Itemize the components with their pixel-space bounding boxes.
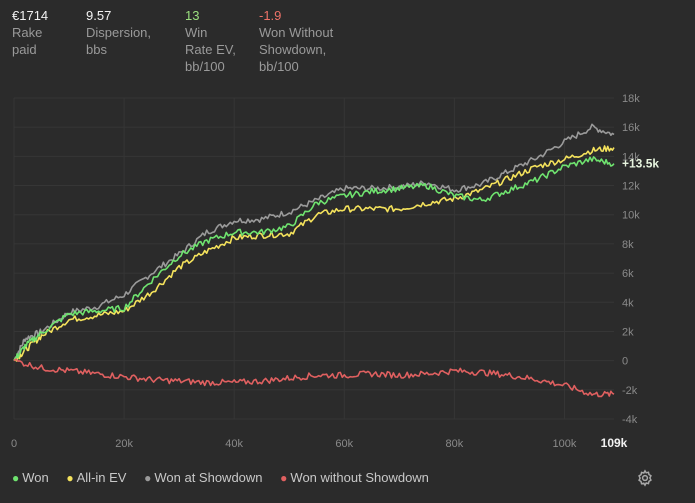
x-tick-label: 0 bbox=[11, 438, 17, 450]
stat-value: 9.57 bbox=[86, 8, 112, 23]
legend-item-all-in-ev[interactable]: ● All-in EV bbox=[66, 470, 126, 485]
stat-win-rate-ev: 13 Win Rate EV, bb/100 bbox=[185, 8, 236, 75]
x-end-label: 109k bbox=[601, 436, 628, 450]
stat-dispersion: 9.57 Dispersion, bbs bbox=[86, 8, 151, 58]
y-tick-label: 2k bbox=[622, 326, 634, 338]
y-tick-label: 10k bbox=[622, 210, 640, 222]
y-tick-label: 6k bbox=[622, 268, 634, 280]
stat-label: Rake paid bbox=[12, 25, 43, 57]
series-line-won-without-showdown bbox=[13, 358, 615, 398]
y-tick-label: 14k bbox=[622, 151, 640, 163]
legend-item-won[interactable]: ● Won bbox=[12, 470, 49, 485]
legend: ● Won ● All-in EV ● Won at Showdown ● Won wi… bbox=[12, 470, 443, 490]
y-tick-label: 16k bbox=[622, 122, 640, 134]
legend-item-won-without-showdown[interactable]: ● Won without Showdown bbox=[280, 470, 429, 485]
legend-dot: ● bbox=[12, 471, 20, 485]
series-line-won bbox=[13, 156, 615, 361]
x-tick-label: 60k bbox=[335, 438, 353, 450]
stats-bar: €1714 Rake paid 9.57 Dispersion, bbs 13 … bbox=[12, 8, 692, 83]
stat-rake-paid: €1714 Rake paid bbox=[12, 8, 48, 58]
legend-label: Won without Showdown bbox=[290, 470, 429, 485]
stat-label: Dispersion, bbs bbox=[86, 25, 152, 57]
x-tick-label: 80k bbox=[445, 438, 463, 450]
legend-dot: ● bbox=[66, 471, 74, 485]
stat-label: Won Without Showdown, bb/100 bbox=[259, 25, 334, 74]
legend-dot: ● bbox=[280, 471, 288, 485]
legend-item-won-at-showdown[interactable]: ● Won at Showdown bbox=[144, 470, 262, 485]
y-tick-label: 12k bbox=[622, 181, 640, 193]
y-tick-label: 18k bbox=[622, 93, 640, 105]
series-line-won-at-showdown bbox=[13, 123, 615, 361]
x-tick-label: 20k bbox=[115, 438, 133, 450]
y-tick-label: 8k bbox=[622, 239, 634, 251]
stat-value: 13 bbox=[185, 8, 200, 23]
legend-label: Won at Showdown bbox=[154, 470, 263, 485]
stat-value: -1.9 bbox=[259, 8, 282, 23]
y-tick-label: 4k bbox=[622, 297, 634, 309]
series-line-all-in-ev bbox=[13, 145, 615, 362]
legend-dot: ● bbox=[144, 471, 152, 485]
winnings-chart[interactable]: 18k 16k 14k 12k 10k 8k 6k 4k 2k 0 -2k -4k 0 20k 40k 60k… bbox=[0, 88, 695, 458]
gear-icon[interactable] bbox=[636, 469, 654, 487]
stat-value: €1714 bbox=[12, 8, 49, 23]
x-tick-label: 100k bbox=[553, 438, 577, 450]
y-tick-label: -2k bbox=[622, 385, 638, 397]
x-tick-label: 40k bbox=[225, 438, 243, 450]
chart-container: 18k 16k 14k 12k 10k 8k 6k 4k 2k 0 -2k -4k 0 20k 40k 60k… bbox=[0, 88, 695, 458]
stat-label: Win Rate EV, bb/100 bbox=[185, 25, 236, 74]
y-tick-label: -4k bbox=[622, 414, 638, 426]
legend-label: Won bbox=[22, 470, 49, 485]
end-value-label: +13.5k bbox=[622, 157, 659, 171]
y-tick-label: 0 bbox=[622, 356, 628, 368]
stat-won-without-showdown: -1.9 Won Without Showdown, bb/100 bbox=[259, 8, 333, 75]
legend-label: All-in EV bbox=[76, 470, 127, 485]
